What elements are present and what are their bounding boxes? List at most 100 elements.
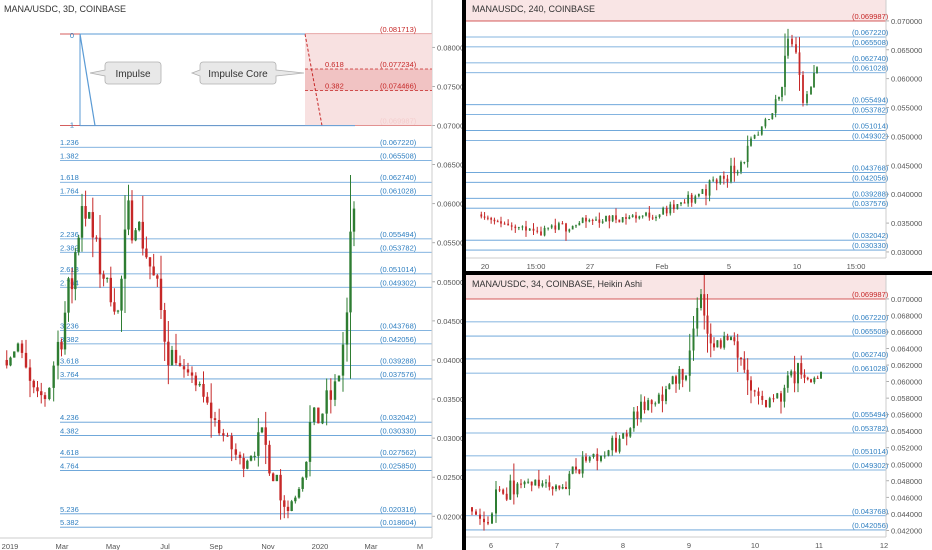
- candle-body-8: [502, 489, 505, 494]
- candle-body-98: [816, 377, 819, 379]
- candle-body-88: [784, 55, 786, 87]
- candle-body-58: [678, 368, 681, 384]
- candle-body-4: [20, 343, 24, 353]
- candle-body-77: [743, 359, 746, 370]
- y-tick-label-6: 0.050000: [437, 278, 462, 287]
- candle-body-14: [528, 228, 531, 231]
- candle-body-25: [98, 237, 102, 275]
- candle-body-50: [651, 217, 654, 219]
- candle-body-58: [680, 202, 682, 205]
- chart-panel-3d[interactable]: (0.081713)(0.069987)(0.067220)(0.065508)…: [0, 0, 462, 550]
- candle-body-96: [810, 379, 812, 383]
- candle-body-73: [279, 474, 282, 501]
- candle-body-1: [483, 216, 486, 218]
- candle-body-26: [565, 487, 567, 489]
- candle-body-31: [120, 278, 123, 311]
- fib-price-label-4: (0.061028): [852, 64, 889, 73]
- candle-body-13: [525, 226, 527, 231]
- candle-body-12: [516, 483, 519, 495]
- y-tick-label-5: 0.060000: [891, 378, 922, 387]
- y-tick-label-1: 0.065000: [891, 46, 922, 55]
- candle-body-56: [671, 376, 674, 385]
- candle-body-14: [523, 481, 526, 485]
- candle-body-89: [786, 375, 789, 388]
- fib-price-label-10: (0.042056): [852, 173, 889, 182]
- candle-body-87: [780, 393, 782, 402]
- x-tick-label-1: 7: [555, 541, 559, 550]
- x-tick-label-2: 8: [621, 541, 625, 550]
- candle-body-4: [493, 219, 496, 222]
- fib-ratio-label-3: 1.382: [60, 152, 79, 161]
- y-tick-label-9: 0.052000: [891, 444, 922, 453]
- candle-body-65: [703, 294, 706, 316]
- candle-body-82: [764, 119, 767, 127]
- fib-price-label-10: (0.042056): [852, 521, 889, 530]
- candle-body-38: [145, 248, 148, 258]
- candle-body-91: [793, 371, 796, 384]
- x-tick-label-1: 15:00: [527, 262, 546, 271]
- y-tick-label-2: 0.066000: [891, 328, 922, 337]
- chart-34-svg[interactable]: (0.069987) (0.067220) (0.065508) (0.062740)…: [466, 275, 932, 550]
- fib-price-label-17: (0.025850): [380, 462, 417, 471]
- candle-body-3: [490, 218, 493, 220]
- chart-title: MANAUSDC, 240, COINBASE: [472, 4, 595, 14]
- x-tick-label-1: Mar: [56, 542, 69, 550]
- candle-body-62: [694, 196, 697, 203]
- x-tick-label-2: May: [106, 542, 120, 550]
- candle-body-85: [325, 390, 328, 414]
- y-tick-label-7: 0.045000: [437, 317, 462, 326]
- y-tick-label-14: 0.042000: [891, 526, 922, 535]
- candle-body-96: [813, 73, 815, 88]
- candle-body-99: [820, 371, 822, 379]
- candle-body-9: [40, 391, 43, 396]
- candle-body-28: [578, 222, 581, 226]
- candle-body-74: [736, 171, 739, 174]
- candle-body-31: [588, 219, 591, 222]
- candle-body-79: [753, 134, 756, 139]
- fib-ratio-label-2: 1.236: [60, 138, 79, 147]
- y-tick-label-7: 0.056000: [891, 411, 922, 420]
- y-tick-label-2: 0.070000: [437, 122, 462, 131]
- fib-price-label-10: (0.043768): [380, 322, 417, 331]
- candle-body-32: [123, 229, 127, 279]
- candle-body-15: [527, 481, 530, 483]
- candle-body-36: [600, 455, 602, 461]
- candle-body-40: [618, 219, 621, 223]
- candle-body-42: [622, 433, 625, 439]
- candle-body-88: [783, 387, 786, 402]
- candle-body-59: [683, 202, 686, 204]
- chart-panel-34-heikin[interactable]: (0.069987) (0.067220) (0.065508) (0.062740)…: [466, 275, 932, 550]
- candle-body-97: [813, 377, 816, 383]
- chart-3d-svg[interactable]: (0.081713)(0.069987)(0.067220)(0.065508)…: [0, 0, 462, 550]
- candle-body-28: [571, 466, 574, 474]
- candle-body-35: [601, 221, 604, 223]
- candle-body-57: [676, 204, 679, 210]
- x-tick-label-7: Mar: [365, 542, 378, 550]
- candle-body-95: [810, 87, 812, 95]
- candle-body-9: [510, 225, 513, 227]
- candle-body-30: [585, 217, 587, 222]
- candle-body-55: [668, 384, 671, 390]
- candle-body-68: [260, 427, 264, 433]
- candle-body-49: [647, 400, 650, 410]
- fib-price-label-3: (0.062740): [852, 54, 889, 63]
- y-tick-label-5: 0.045000: [891, 161, 922, 170]
- candle-body-86: [778, 96, 780, 100]
- candle-body-82: [312, 407, 316, 423]
- candle-body-26: [102, 274, 105, 279]
- candle-body-66: [708, 180, 711, 196]
- candle-body-70: [719, 340, 722, 348]
- candle-body-68: [715, 179, 718, 184]
- candle-body-15: [532, 228, 535, 231]
- candle-body-18: [543, 227, 546, 236]
- x-tick-label-6: 12: [880, 541, 888, 550]
- chart-240-svg[interactable]: (0.069987) (0.067220)(0.065508) (0.062740)…: [466, 0, 932, 271]
- candle-body-66: [706, 315, 709, 334]
- candle-body-20: [545, 482, 547, 484]
- fib-price-label-0: (0.069987): [852, 290, 889, 299]
- candle-body-8: [36, 387, 39, 392]
- chart-panel-240[interactable]: (0.069987) (0.067220) (0.065508) (0.062740)…: [466, 0, 932, 271]
- candle-body-13: [520, 483, 522, 485]
- candle-body-62: [238, 454, 242, 458]
- candle-body-77: [746, 145, 749, 163]
